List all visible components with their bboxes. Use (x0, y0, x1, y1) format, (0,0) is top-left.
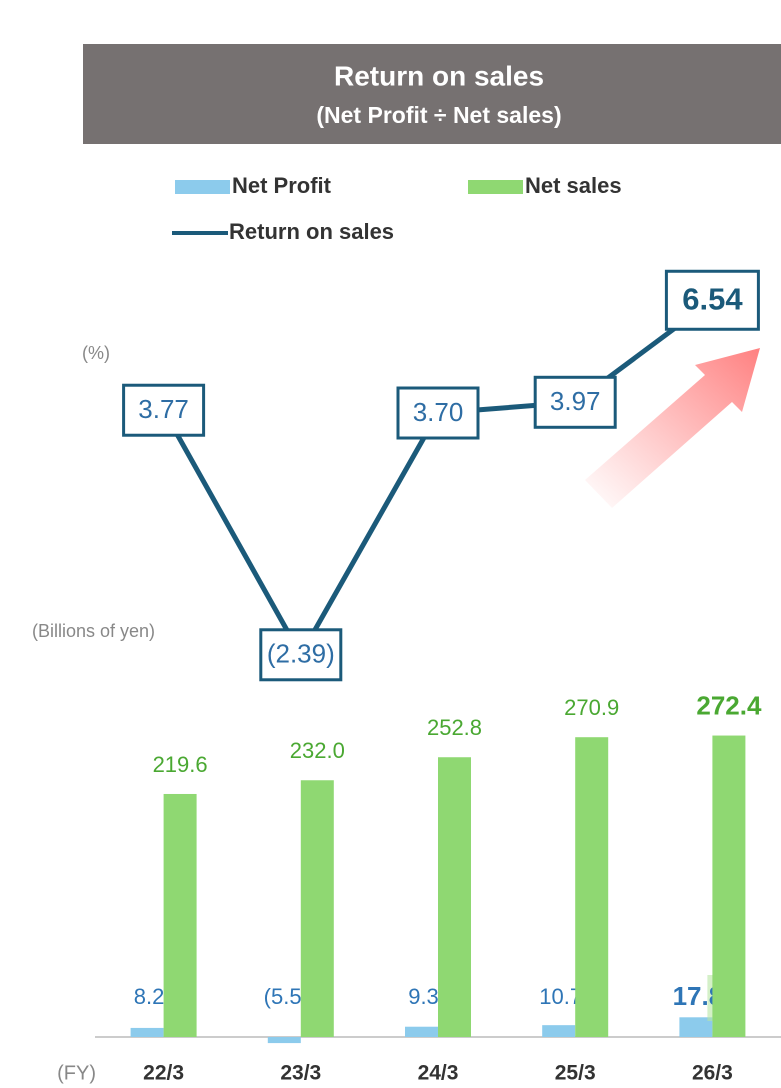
data-label: 219.6 (153, 752, 208, 777)
y-axis-label: (Billions of yen) (32, 621, 155, 641)
data-label: 3.97 (550, 386, 601, 416)
chart-subtitle: (Net Profit ÷ Net sales) (316, 102, 561, 128)
data-label: 3.70 (413, 397, 464, 427)
x-axis-label: (FY) (57, 1062, 96, 1084)
bar (542, 1025, 576, 1037)
bar (130, 1027, 164, 1037)
x-tick-label: 24/3 (418, 1062, 459, 1085)
x-tick-label: 22/3 (143, 1062, 184, 1085)
bar (438, 757, 471, 1037)
data-label: 6.54 (682, 281, 743, 316)
label-box (664, 269, 760, 331)
legend-swatch (175, 180, 230, 194)
bar (163, 793, 197, 1037)
data-label: 270.9 (564, 695, 619, 720)
label-box (122, 383, 206, 437)
bar (712, 735, 746, 1037)
label-box (259, 628, 343, 682)
bar (575, 737, 609, 1037)
bar (300, 780, 334, 1037)
legend-label: Net Profit (232, 173, 332, 198)
label-box (396, 386, 480, 440)
legend-swatch (468, 180, 523, 194)
data-label: 3.77 (138, 394, 189, 424)
x-tick-label: 25/3 (555, 1062, 596, 1085)
bar (267, 1037, 301, 1044)
data-label: 272.4 (696, 690, 762, 720)
trend-arrow (585, 348, 760, 508)
legend-label: Net sales (525, 173, 622, 198)
y2-axis-label: (%) (82, 343, 110, 363)
bar (405, 1026, 438, 1037)
data-label: 10.7 (539, 984, 582, 1009)
data-label: 9.3 (408, 984, 439, 1009)
chart-title: Return on sales (334, 60, 544, 91)
data-label: 8.2 (134, 984, 165, 1009)
x-tick-label: 26/3 (692, 1062, 733, 1085)
title-box (83, 44, 781, 144)
x-tick-label: 23/3 (280, 1062, 321, 1085)
legend-label: Return on sales (229, 219, 394, 244)
data-label: 252.8 (427, 715, 482, 740)
bar (679, 1017, 713, 1037)
data-label: (2.39) (267, 639, 335, 669)
label-box (533, 375, 617, 429)
data-label: 232.0 (290, 738, 345, 763)
